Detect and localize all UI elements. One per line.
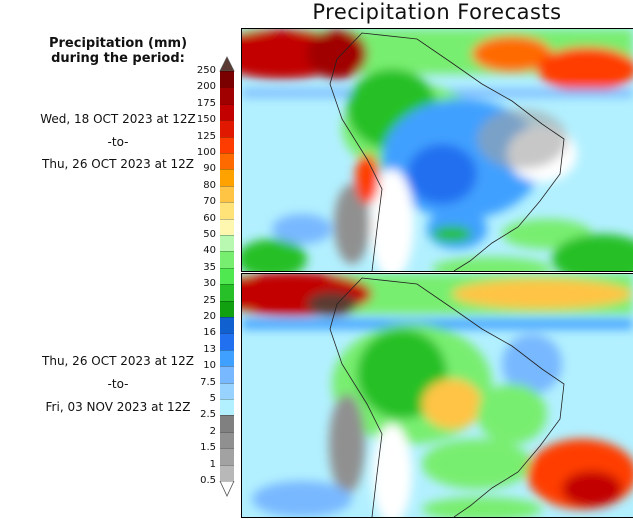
colorbar-bin xyxy=(220,448,234,466)
colorbar-bin xyxy=(220,103,234,121)
colorbar-tick-label: 35 xyxy=(203,261,216,273)
colorbar-tick-label: 0.5 xyxy=(200,475,216,486)
colorbar-tick-label: 80 xyxy=(203,179,216,191)
colorbar-tick-label: 100 xyxy=(196,147,216,158)
period-1-start: Wed, 18 OCT 2023 at 12Z xyxy=(40,112,196,126)
legend-heading: Precipitation (mm) xyxy=(48,36,188,51)
precip-field xyxy=(242,274,633,517)
colorbar-tick-label: 40 xyxy=(203,245,216,257)
colorbar-bin xyxy=(220,235,234,252)
colorbar-bin xyxy=(220,251,234,269)
precip-field xyxy=(242,29,633,271)
colorbar-tick-label: 175 xyxy=(196,97,216,109)
precipitation-map-2 xyxy=(242,274,633,517)
colorbar-tick-label: 60 xyxy=(203,212,216,224)
colorbar-tick-label: 13 xyxy=(203,343,216,355)
colorbar-bin xyxy=(220,399,234,416)
colorbar-tick-label: 10 xyxy=(203,360,216,372)
colorbar-bin xyxy=(220,317,234,334)
period-2-start: Thu, 26 OCT 2023 at 12Z xyxy=(42,354,194,368)
colorbar-bin xyxy=(220,153,234,170)
colorbar-bin xyxy=(220,382,234,400)
colorbar-tick-label: 2 xyxy=(209,425,216,437)
forecast-map-period-2 xyxy=(241,273,633,518)
colorbar-tick-label: 150 xyxy=(196,114,216,126)
colorbar-bin xyxy=(220,415,234,433)
coastline xyxy=(329,32,565,271)
colorbar-bin xyxy=(220,185,234,203)
legend-subheading: during the period: xyxy=(51,51,185,66)
colorbar-tick-label: 125 xyxy=(196,130,216,142)
colorbar-bin xyxy=(220,267,234,285)
period-1-end: Thu, 26 OCT 2023 at 12Z xyxy=(42,157,194,171)
colorbar-tick-label: 16 xyxy=(203,327,216,339)
colorbar-tick-label: 5 xyxy=(209,393,216,404)
page-title: Precipitation Forecasts xyxy=(312,0,562,24)
period-2-separator: -to- xyxy=(107,377,129,391)
period-1-separator: -to- xyxy=(107,135,129,149)
colorbar-tick-label: 90 xyxy=(203,163,216,175)
colorbar-bin xyxy=(220,333,234,351)
colorbar-tick-label: 20 xyxy=(203,311,216,322)
colorbar-tick-label: 25 xyxy=(203,294,216,306)
colorbar-bin xyxy=(220,202,234,220)
colorbar-bin xyxy=(220,120,234,138)
coastline xyxy=(329,277,565,517)
colorbar-tick-label: 250 xyxy=(196,65,216,76)
colorbar-bin xyxy=(220,431,234,449)
colorbar-tick-label: 30 xyxy=(203,278,216,290)
colorbar-bin xyxy=(220,464,234,482)
colorbar-tick-label: 1.5 xyxy=(200,442,216,454)
period-2-end: Fri, 03 NOV 2023 at 12Z xyxy=(45,400,191,414)
colorbar-tick-label: 70 xyxy=(203,196,216,208)
colorbar-tick-label: 200 xyxy=(196,81,216,93)
colorbar-over-triangle xyxy=(219,56,235,72)
precipitation-map-1 xyxy=(242,29,633,271)
colorbar-bin xyxy=(220,87,234,105)
colorbar-tick-label: 1 xyxy=(209,458,216,470)
colorbar-bin xyxy=(220,284,234,302)
colorbar-tick-label: 50 xyxy=(203,229,216,240)
colorbar-tick-label: 2.5 xyxy=(200,409,216,421)
colorbar-bin xyxy=(220,136,234,154)
colorbar-bin xyxy=(220,71,234,88)
colorbar-bin xyxy=(220,300,234,318)
colorbar-bin xyxy=(220,218,234,236)
colorbar-tick-label: 7.5 xyxy=(200,376,216,388)
colorbar-bin xyxy=(220,366,234,384)
colorbar-bin xyxy=(220,349,234,367)
colorbar-bin xyxy=(220,169,234,187)
forecast-map-period-1 xyxy=(241,28,633,272)
colorbar-under-triangle xyxy=(219,481,235,497)
